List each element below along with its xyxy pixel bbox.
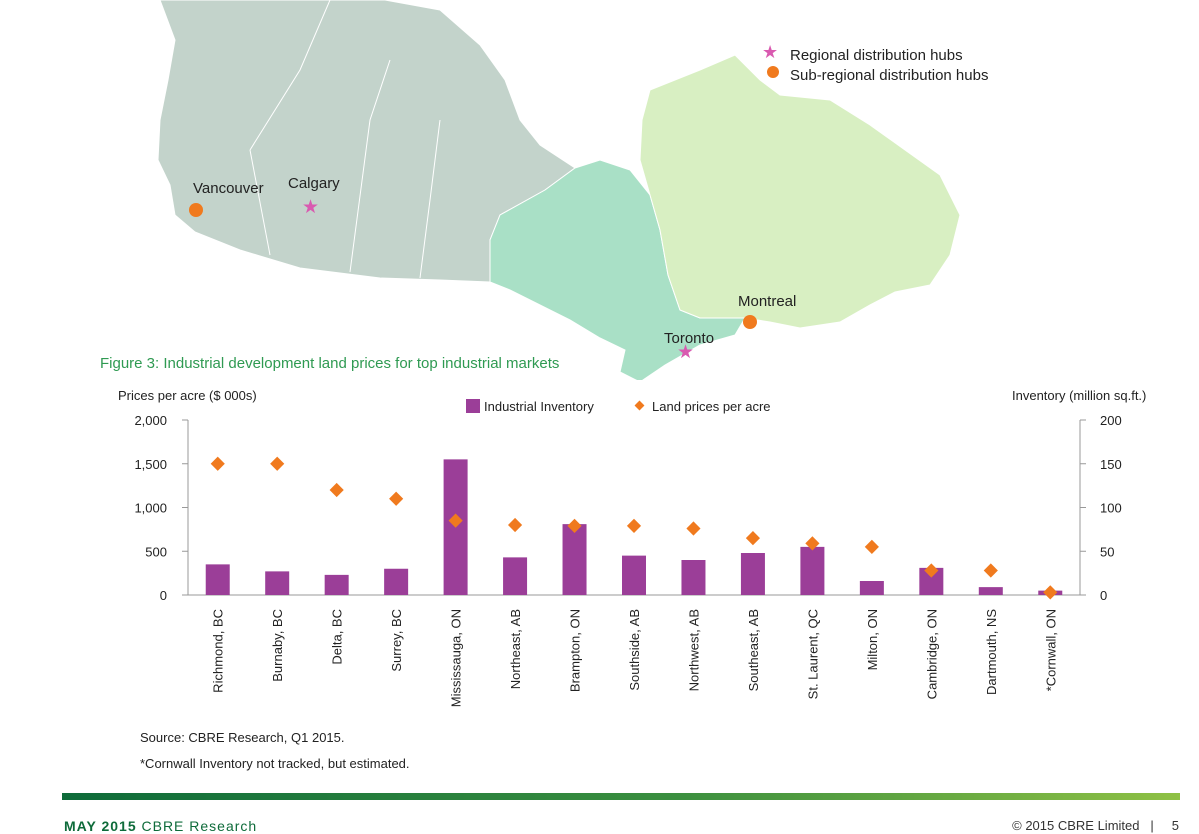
left-axis-tick: 2,000 xyxy=(134,413,167,428)
land-price-marker xyxy=(210,456,225,471)
land-price-marker xyxy=(805,536,820,551)
footnote: *Cornwall Inventory not tracked, but est… xyxy=(140,756,410,771)
canada-map: ★ Regional distribution hubs Sub-regiona… xyxy=(157,0,988,380)
land-price-marker xyxy=(329,482,344,498)
legend-inventory-swatch xyxy=(466,399,480,413)
category-label: Southside, AB xyxy=(627,609,642,691)
inventory-bar xyxy=(265,571,290,595)
category-label: Delta, BC xyxy=(330,609,345,665)
category-label: Mississauga, ON xyxy=(449,609,464,707)
legend-subregional-dot-icon xyxy=(767,66,779,78)
land-price-marker xyxy=(270,456,285,471)
land-price-marker xyxy=(983,563,998,578)
left-axis-tick: 1,000 xyxy=(134,501,167,516)
category-label: St. Laurent, QC xyxy=(805,609,820,699)
city-label-calgary: Calgary xyxy=(288,175,340,192)
left-axis-title: Prices per acre ($ 000s) xyxy=(118,388,257,403)
land-price-chart: Figure 3: Industrial development land pr… xyxy=(100,355,1146,707)
inventory-bar xyxy=(978,587,1003,595)
city-label-vancouver: Vancouver xyxy=(193,180,264,197)
category-label: Brampton, ON xyxy=(568,609,583,692)
land-price-marker xyxy=(686,521,701,536)
legend-subregional-label: Sub-regional distribution hubs xyxy=(790,67,988,84)
land-price-marker xyxy=(924,563,939,578)
category-label: *Cornwall, ON xyxy=(1043,609,1058,691)
hub-vancouver-dot-icon xyxy=(189,203,203,217)
hub-toronto-star-icon: ★ xyxy=(677,342,694,363)
category-label: Southeast, AB xyxy=(746,609,761,691)
inventory-bar xyxy=(800,546,825,595)
inventory-bar xyxy=(503,557,528,595)
land-price-marker xyxy=(626,518,642,533)
hub-montreal-dot-icon xyxy=(743,315,757,329)
land-price-marker xyxy=(389,491,404,506)
land-price-marker xyxy=(448,513,463,528)
right-axis-tick: 200 xyxy=(1100,413,1122,428)
city-label-montreal: Montreal xyxy=(738,293,796,310)
footer-copyright-page: © 2015 CBRE Limited | 5 xyxy=(1012,818,1179,833)
left-axis-tick: 500 xyxy=(145,544,167,559)
footer-copyright: © 2015 CBRE Limited xyxy=(1012,818,1140,833)
right-axis-title: Inventory (million sq.ft.) xyxy=(1012,388,1146,403)
inventory-bar xyxy=(324,574,349,595)
inventory-bar xyxy=(384,568,409,595)
footer-date: MAY 2015 xyxy=(64,818,137,834)
land-price-marker xyxy=(1043,585,1058,600)
category-label: Northwest, AB xyxy=(686,609,701,691)
category-label: Northeast, AB xyxy=(508,609,523,689)
land-price-marker xyxy=(745,531,761,546)
left-axis-tick: 1,500 xyxy=(134,457,167,472)
category-label: Burnaby, BC xyxy=(270,609,285,682)
inventory-bar xyxy=(681,560,706,595)
hub-calgary-star-icon: ★ xyxy=(302,197,319,218)
legend-land-label: Land prices per acre xyxy=(652,399,771,414)
page-number: 5 xyxy=(1171,818,1179,833)
right-axis-tick: 100 xyxy=(1100,501,1122,516)
footer-brand: CBRE Research xyxy=(141,818,258,834)
inventory-bar xyxy=(205,564,230,595)
legend-regional-star-icon: ★ xyxy=(762,42,778,62)
legend-regional-label: Regional distribution hubs xyxy=(790,47,963,64)
footer-divider xyxy=(62,793,1180,800)
land-price-marker xyxy=(864,539,879,554)
map-region-east xyxy=(639,54,961,329)
right-axis-tick: 150 xyxy=(1100,457,1122,472)
inventory-bar xyxy=(740,553,765,595)
map-region-west xyxy=(157,0,576,283)
category-label: Surrey, BC xyxy=(389,609,404,672)
inventory-bar xyxy=(622,555,646,595)
figure-title: Figure 3: Industrial development land pr… xyxy=(100,355,559,372)
category-label: Dartmouth, NS xyxy=(984,609,999,695)
legend-land-marker-icon xyxy=(634,400,645,411)
legend-inventory-label: Industrial Inventory xyxy=(484,399,594,414)
land-price-marker xyxy=(507,517,523,533)
source-note: Source: CBRE Research, Q1 2015. xyxy=(140,730,345,745)
category-label: Milton, ON xyxy=(865,609,880,670)
footer-date-brand: MAY 2015 CBRE Research xyxy=(64,818,257,834)
right-axis-tick: 50 xyxy=(1100,544,1114,559)
left-axis-tick: 0 xyxy=(160,588,167,603)
land-price-marker xyxy=(567,518,582,533)
city-label-toronto: Toronto xyxy=(664,330,714,347)
category-label: Richmond, BC xyxy=(211,609,226,693)
inventory-bar xyxy=(859,581,884,595)
inventory-bar xyxy=(562,524,587,595)
right-axis-tick: 0 xyxy=(1100,588,1107,603)
category-label: Cambridge, ON xyxy=(924,609,939,699)
